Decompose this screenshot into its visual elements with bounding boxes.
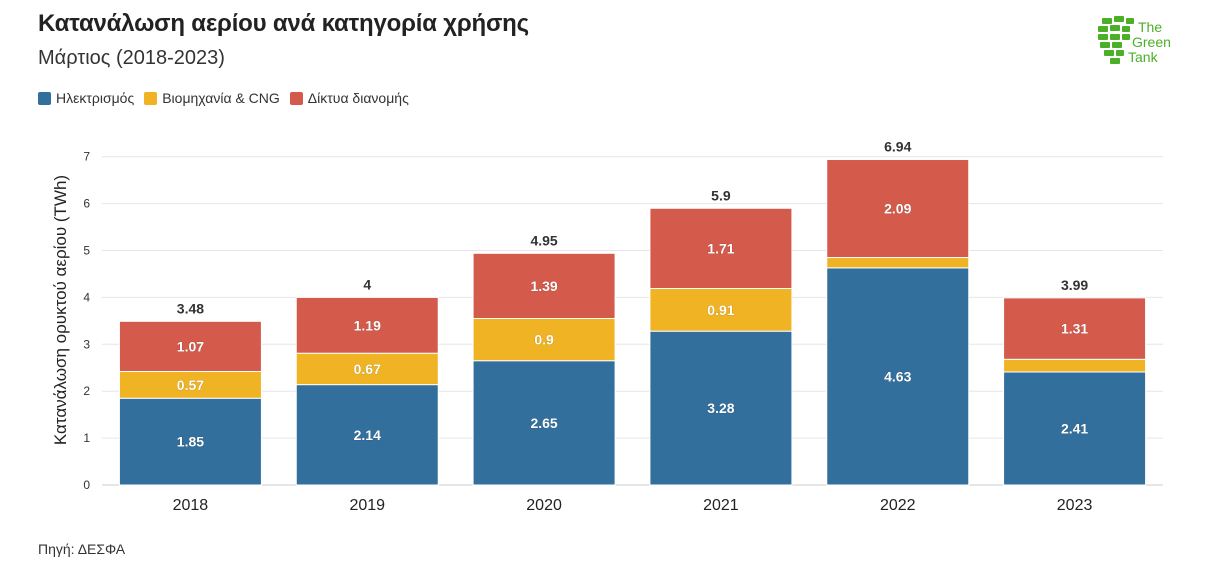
total-label: 5.9 <box>711 187 731 203</box>
source-note: Πηγή: ΔΕΣΦΑ <box>38 541 126 557</box>
legend-item-industry[interactable]: Βιομηχανία & CNG <box>144 90 280 106</box>
legend-label-electricity: Ηλεκτρισμός <box>56 90 135 106</box>
y-axis: 0 1 2 3 4 5 6 7 <box>83 150 90 492</box>
legend: Ηλεκτρισμός Βιομηχανία & CNG Δίκτυα διαν… <box>38 90 409 106</box>
data-label: 2.14 <box>354 427 381 443</box>
data-label: 2.65 <box>530 415 557 431</box>
y-tick-label: 0 <box>83 478 90 492</box>
bar-segment[interactable] <box>118 371 262 399</box>
bar-segment[interactable] <box>649 287 793 332</box>
data-label: 3.28 <box>707 400 734 416</box>
legend-label-industry: Βιομηχανία & CNG <box>162 90 280 106</box>
data-label: 1.85 <box>177 434 204 450</box>
bar-segment[interactable] <box>1003 371 1147 486</box>
data-label: 1.31 <box>1061 321 1088 337</box>
chart-title: Κατανάλωση αερίου ανά κατηγορία χρήσης <box>38 10 529 37</box>
data-label: 4.63 <box>884 368 911 384</box>
y-tick-label: 3 <box>83 337 90 351</box>
x-tick-label: 2022 <box>880 497 916 514</box>
chart-subtitle: Μάρτιος (2018-2023) <box>38 47 225 69</box>
total-label: 4 <box>363 276 371 292</box>
bar-segment[interactable] <box>472 318 616 362</box>
y-axis-title: Κατανάλωση ορυκτού αερίου (TWh) <box>51 175 70 445</box>
total-label: 4.95 <box>530 232 557 248</box>
bar-segment[interactable] <box>118 397 262 486</box>
total-label: 6.94 <box>884 139 911 155</box>
bar-segment[interactable] <box>295 352 439 386</box>
x-tick-label: 2021 <box>703 497 739 514</box>
bars: 1.85 0.57 1.07 3.48 2.14 0.67 1.19 4 2.65 0.9 1.39… <box>118 139 1147 486</box>
data-label: 0.57 <box>177 377 204 393</box>
bar-segment[interactable] <box>472 252 616 320</box>
logo-text-green: Green <box>1132 34 1171 50</box>
bar-segment[interactable] <box>1003 358 1147 373</box>
bar-segment[interactable] <box>826 159 970 259</box>
logo-text-the: The <box>1138 19 1162 35</box>
logo-mark-icon <box>1098 16 1134 64</box>
y-tick-label: 5 <box>83 244 90 258</box>
bar-segment[interactable] <box>472 360 616 486</box>
the-green-tank-logo: The Green Tank <box>1098 16 1171 65</box>
total-label: 3.99 <box>1061 277 1088 293</box>
total-label: 3.48 <box>177 300 204 316</box>
bar-segment[interactable] <box>295 384 439 486</box>
y-tick-label: 4 <box>83 290 90 304</box>
logo-text-tank: Tank <box>1128 49 1159 65</box>
data-label: 2.09 <box>884 201 911 217</box>
bar-segment[interactable] <box>649 207 793 289</box>
legend-swatch-distribution <box>289 91 303 105</box>
data-label: 2.41 <box>1061 420 1088 436</box>
legend-swatch-industry <box>144 91 158 105</box>
bar-segment[interactable] <box>826 267 970 486</box>
x-tick-label: 2019 <box>349 497 385 514</box>
x-tick-label: 2023 <box>1057 497 1093 514</box>
y-tick-label: 7 <box>83 150 90 164</box>
data-label: 0.91 <box>707 302 734 318</box>
legend-item-distribution[interactable]: Δίκτυα διανομής <box>289 90 409 106</box>
x-tick-label: 2020 <box>526 497 562 514</box>
bar-segment[interactable] <box>649 330 793 486</box>
x-axis: 2018 2019 2020 2021 2022 2023 <box>173 497 1093 514</box>
data-label: 0.9 <box>534 332 554 348</box>
legend-swatch-electricity <box>38 91 51 105</box>
data-label: 1.71 <box>707 240 734 256</box>
legend-label-distribution: Δίκτυα διανομής <box>307 90 409 106</box>
data-label: 0.67 <box>354 361 381 377</box>
y-tick-label: 6 <box>83 197 90 211</box>
data-label: 1.39 <box>530 278 557 294</box>
x-tick-label: 2018 <box>173 497 209 514</box>
data-label: 1.07 <box>177 338 204 354</box>
y-tick-label: 1 <box>83 431 90 445</box>
gridlines <box>102 156 1163 486</box>
legend-item-electricity[interactable]: Ηλεκτρισμός <box>38 90 134 106</box>
data-label: 1.19 <box>354 317 381 333</box>
bar-segment[interactable] <box>826 257 970 269</box>
bar-segment[interactable] <box>118 320 262 373</box>
bar-segment[interactable] <box>295 296 439 354</box>
bar-segment[interactable] <box>1003 297 1147 360</box>
y-tick-label: 2 <box>83 384 90 398</box>
